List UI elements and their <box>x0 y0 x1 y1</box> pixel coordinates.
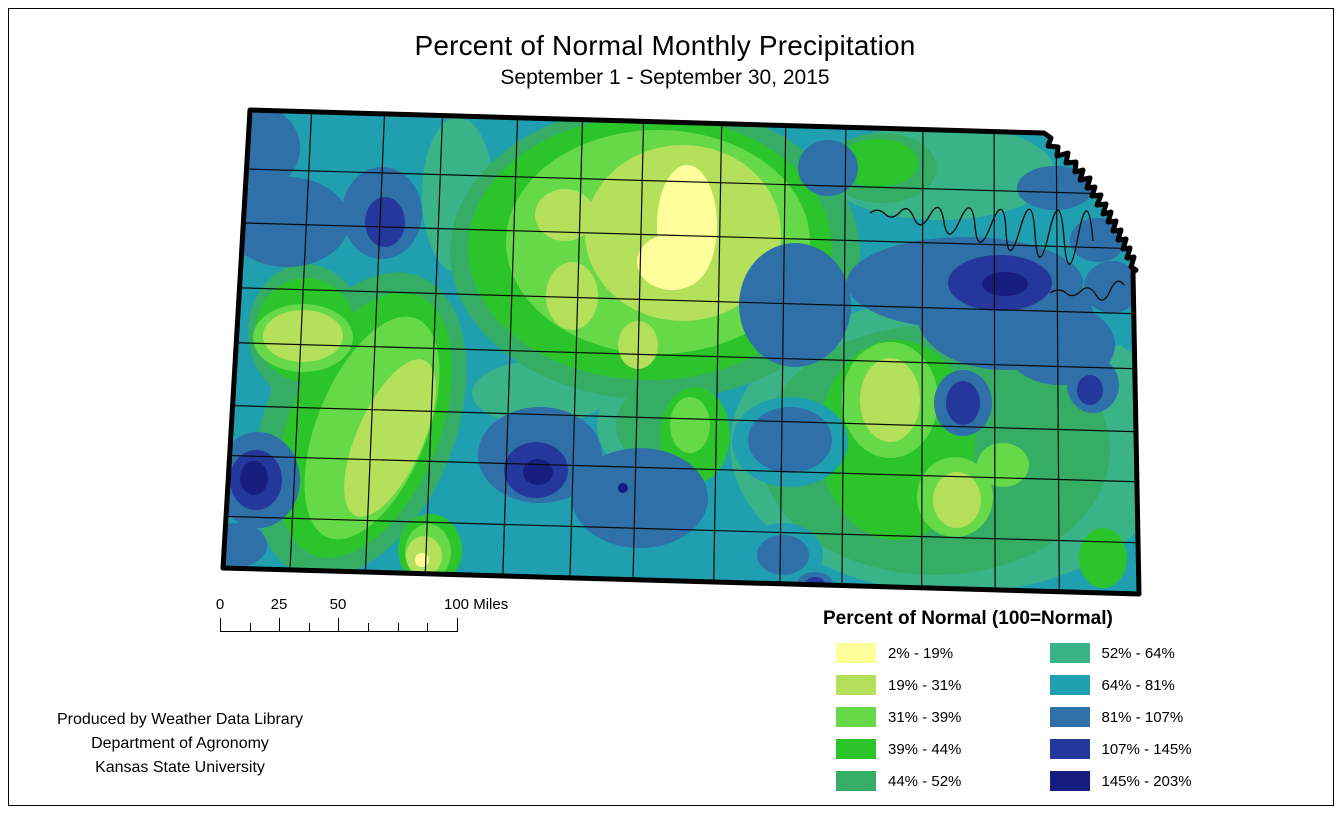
legend-swatch <box>836 707 876 727</box>
river-line-2 <box>1049 280 1125 301</box>
legend-label: 31% - 39% <box>888 708 962 726</box>
scale-tick <box>308 623 310 632</box>
county-boundaries <box>223 110 1139 594</box>
legend-label: 64% - 81% <box>1101 676 1175 694</box>
scale-label-100: 100 Miles <box>444 596 509 613</box>
legend-item: 81% - 107% <box>1049 707 1264 727</box>
legend-swatch <box>1049 771 1090 791</box>
scale-tick <box>279 618 281 632</box>
legend-swatch <box>836 643 876 663</box>
scale-label-50: 50 <box>329 596 347 613</box>
legend-item: 64% - 81% <box>1049 675 1264 695</box>
credits-line-3: Kansas State University <box>95 759 265 776</box>
credits-line-1: Produced by Weather Data Library <box>56 711 304 728</box>
scale-tick <box>368 623 369 632</box>
page-subtitle: September 1 - September 30, 2015 <box>500 66 830 89</box>
credits-line-2: Department of Agronomy <box>91 735 269 752</box>
credits: Produced by Weather Data Library Departm… <box>20 708 340 780</box>
kansas-river-line <box>869 206 1094 265</box>
scale-label-25: 25 <box>270 596 288 613</box>
legend-label: 19% - 31% <box>888 676 962 694</box>
scale-tick <box>249 623 251 632</box>
legend-item: 39% - 44% <box>836 739 1050 759</box>
state-outline <box>220 107 1142 597</box>
legend-swatch <box>836 675 876 695</box>
scale-tick <box>220 618 221 632</box>
legend-item: 19% - 31% <box>836 675 1050 695</box>
legend-label: 52% - 64% <box>1101 644 1175 662</box>
legend-title: Percent of Normal (100=Normal) <box>823 608 1113 629</box>
contour-fill-layers <box>223 110 1139 594</box>
legend-item: 52% - 64% <box>1049 643 1264 663</box>
legend-item: 145% - 203% <box>1049 771 1264 791</box>
scale-tick <box>427 623 429 632</box>
scale-tick <box>397 623 399 632</box>
scale-tick <box>456 618 458 632</box>
legend-label: 39% - 44% <box>888 740 962 758</box>
page-title: Percent of Normal Monthly Precipitation <box>414 30 916 61</box>
legend-label: 145% - 203% <box>1101 772 1192 790</box>
legend-swatch <box>1049 707 1090 727</box>
legend-item: 44% - 52% <box>836 771 1050 791</box>
legend-swatch <box>836 739 876 759</box>
legend-label: 44% - 52% <box>888 772 962 790</box>
legend-swatch <box>1049 739 1090 759</box>
legend-swatch <box>836 771 876 791</box>
legend-item: 31% - 39% <box>836 707 1050 727</box>
scale-tick <box>338 618 340 632</box>
legend-swatch <box>1049 643 1090 663</box>
page-border <box>8 8 1334 806</box>
legend-label: 81% - 107% <box>1101 708 1184 726</box>
scale-bar: 0 25 50 100 Miles <box>215 596 515 636</box>
legend-item: 2% - 19% <box>836 643 1050 663</box>
legend-label: 2% - 19% <box>888 644 954 662</box>
legend-label: 107% - 145% <box>1101 740 1192 758</box>
legend-swatch <box>1049 675 1090 695</box>
map-legend: Percent of Normal (100=Normal) 2% - 19% 1… <box>823 608 1263 803</box>
legend-item: 107% - 145% <box>1049 739 1264 759</box>
scale-label-0: 0 <box>215 596 225 613</box>
